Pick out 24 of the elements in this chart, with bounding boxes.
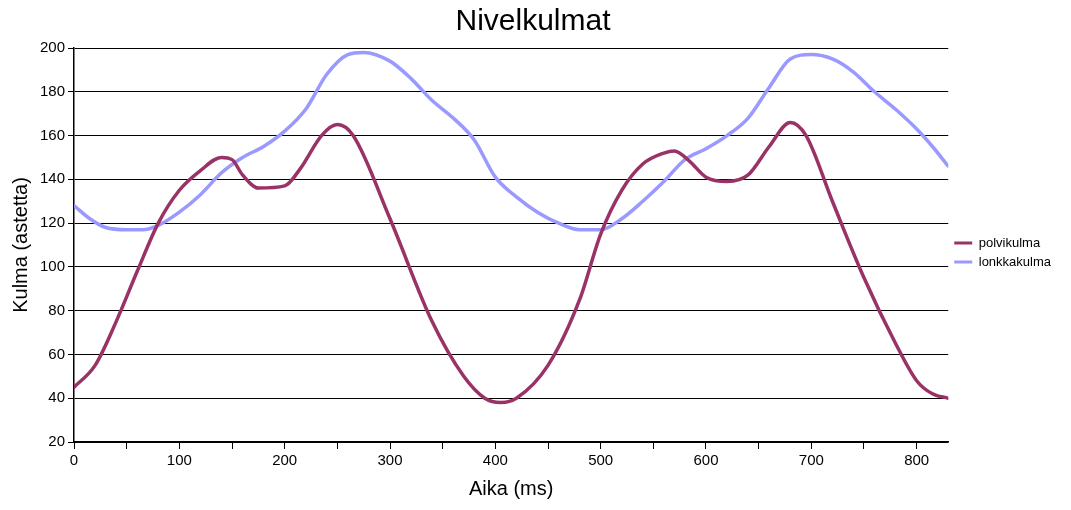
y-tick-label: 200 xyxy=(40,38,66,56)
y-tick-label: 40 xyxy=(48,388,66,406)
x-tick-label: 400 xyxy=(482,451,508,469)
y-tick-label: 120 xyxy=(40,213,66,231)
legend-label: lonkkakulma xyxy=(978,253,1052,269)
y-tick-label: 100 xyxy=(40,257,66,275)
x-tick-label: 800 xyxy=(904,451,930,469)
x-tick-label: 300 xyxy=(377,451,403,469)
y-tick-label: 180 xyxy=(40,81,66,99)
x-tick-label: 200 xyxy=(272,451,298,469)
x-tick-label: 0 xyxy=(69,451,79,469)
x-tick-label: 700 xyxy=(798,451,824,469)
y-tick-label: 20 xyxy=(48,432,66,450)
y-tick-label: 80 xyxy=(48,300,66,318)
y-axis-title: Kulma (astetta) xyxy=(8,177,31,313)
x-tick-label: 600 xyxy=(693,451,719,469)
y-tick-label: 140 xyxy=(40,169,66,187)
x-axis-title: Aika (ms) xyxy=(468,476,554,499)
legend-label: polvikulma xyxy=(978,234,1041,250)
x-tick-label: 100 xyxy=(166,451,192,469)
y-tick-label: 60 xyxy=(48,344,66,362)
x-tick-label: 500 xyxy=(588,451,614,469)
y-tick-label: 160 xyxy=(40,125,66,143)
chart-title: Nivelkulmat xyxy=(455,3,612,37)
